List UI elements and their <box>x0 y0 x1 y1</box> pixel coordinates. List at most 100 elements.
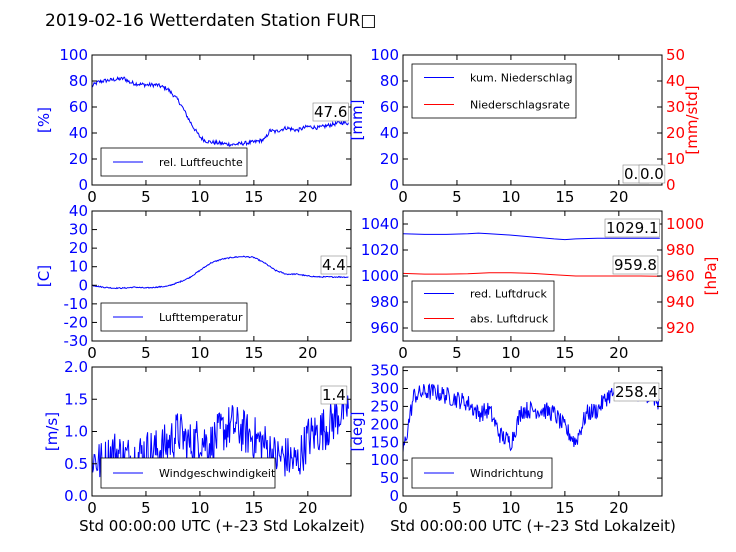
x-tick-label: 5 <box>141 188 151 206</box>
y-axis-label-right: [hPa] <box>702 257 720 296</box>
last-value-label-box <box>604 218 660 238</box>
x-tick-label: 20 <box>609 499 628 517</box>
x-axis-label-left: Std 00:00:00 UTC (+-23 Std Lokalzeit) <box>79 517 365 535</box>
y-tick-label-right: 30 <box>666 98 685 116</box>
y-tick-label: 250 <box>370 397 399 415</box>
y-tick-label: 350 <box>370 362 399 380</box>
y-tick-label-right: 980 <box>666 241 695 259</box>
y-tick-label: 1000 <box>361 267 399 285</box>
chart-panel-6: 0 5 10 15 20050100150200250300350[deg]Windri… <box>348 362 663 517</box>
page-title: 2019-02-16 Wetterdaten Station FUR□ <box>45 11 376 31</box>
x-tick-label: 10 <box>190 188 209 206</box>
x-tick-label: 10 <box>501 344 520 362</box>
x-tick-label: 0 <box>87 344 97 362</box>
y-tick-label: 0 <box>78 276 88 294</box>
y-tick-label: 40 <box>69 124 88 142</box>
y-tick-label-right: 940 <box>666 293 695 311</box>
x-tick-label: 15 <box>244 344 263 362</box>
series-line-5-1 <box>91 386 349 483</box>
y-tick-label-right: 50 <box>666 46 685 64</box>
chart-panel-2: 0 5 10 15 20 0 20 40 60 80 100 0 10 20 30 40 50 [mm] [mm/s… <box>348 46 701 206</box>
x-tick-label: 15 <box>555 499 574 517</box>
x-tick-label: 10 <box>190 344 209 362</box>
last-value-label: 258.4 <box>615 383 658 401</box>
y-tick-label: 40 <box>380 124 399 142</box>
x-tick-label: 10 <box>501 188 520 206</box>
y-tick-label: -10 <box>64 295 89 313</box>
y-tick-label: 100 <box>370 46 399 64</box>
x-tick-label: 0 <box>87 188 97 206</box>
x-axis-label-right: Std 00:00:00 UTC (+-23 Std Lokalzeit) <box>390 517 676 535</box>
x-tick-label: 10 <box>190 499 209 517</box>
y-tick-label: 0 <box>389 487 399 505</box>
legend-entry: rel. Luftfeuchte <box>159 156 243 169</box>
chart-panel-4: 0 5 10 15 20 960 980 1000 1020 1040 920 940 960 980 10… <box>361 210 720 362</box>
x-tick-label: 0 <box>398 188 408 206</box>
y-tick-label: 50 <box>380 469 399 487</box>
chart-panel-5: 0 5 10 15 20 0.0 0.5 1.0 1.5 2.0 [m/s] Windgeschwin… <box>43 358 352 517</box>
last-value-label-2: 959.8 <box>614 256 657 274</box>
y-tick-label: 80 <box>380 72 399 90</box>
y-tick-label: 960 <box>370 319 399 337</box>
y-tick-label-right: 920 <box>666 319 695 337</box>
y-tick-label: 200 <box>370 415 399 433</box>
plot-frame <box>91 54 352 186</box>
x-tick-label: 15 <box>244 499 263 517</box>
x-tick-label: 20 <box>609 344 628 362</box>
last-value-label-2-box <box>638 164 666 184</box>
legend-box <box>411 280 555 332</box>
last-value-label-2: 0.0 <box>640 165 664 183</box>
last-value-label-box <box>312 102 349 122</box>
y-tick-label-right: 10 <box>666 150 685 168</box>
legend-entry: Lufttemperatur <box>159 311 243 324</box>
chart-panel-3: 0 5 10 15 20-30-20-10010203040[C]Lufttempera… <box>35 202 352 362</box>
legend-entry: kum. Niederschlag <box>470 72 573 85</box>
x-tick-label: 5 <box>452 188 462 206</box>
y-tick-label: 1.0 <box>64 423 88 441</box>
last-value-label-box <box>320 385 348 405</box>
series-line-3-1 <box>92 255 349 290</box>
y-tick-label-right: 1000 <box>666 215 704 233</box>
legend-entry: abs. Luftdruck <box>470 313 549 326</box>
last-value-label: 4.4 <box>322 256 346 274</box>
legend-entry: red. Luftdruck <box>470 288 547 301</box>
y-tick-label: 1040 <box>361 215 399 233</box>
y-tick-label: 1.5 <box>64 390 88 408</box>
y-tick-label: 20 <box>380 150 399 168</box>
x-tick-label: 20 <box>298 188 317 206</box>
legend-box <box>100 457 276 489</box>
y-tick-label: 60 <box>380 98 399 116</box>
x-tick-label: 5 <box>452 344 462 362</box>
y-tick-label: 0 <box>389 176 399 194</box>
x-tick-label: 5 <box>141 499 151 517</box>
y-tick-label: 0.5 <box>64 455 88 473</box>
x-tick-label: 15 <box>244 188 263 206</box>
y-tick-label: 1020 <box>361 241 399 259</box>
y-tick-label: 0.0 <box>64 487 88 505</box>
x-tick-label: 5 <box>452 499 462 517</box>
plot-frame <box>91 210 352 342</box>
x-tick-label: 0 <box>398 344 408 362</box>
x-tick-label: 20 <box>298 344 317 362</box>
last-value-label-box <box>320 255 348 275</box>
legend-entry: Windgeschwindigkeit <box>159 467 276 480</box>
y-tick-label: 20 <box>69 150 88 168</box>
x-tick-label: 15 <box>555 344 574 362</box>
series-line-4-2 <box>402 272 660 277</box>
series-line-1-1 <box>91 76 349 147</box>
y-axis-label: [mm] <box>348 100 366 141</box>
y-axis-label: [m/s] <box>43 412 61 451</box>
plot-frame <box>402 366 663 497</box>
y-tick-label: 150 <box>370 433 399 451</box>
y-tick-label: -20 <box>64 313 89 331</box>
x-tick-label: 20 <box>298 499 317 517</box>
y-tick-label-right: 960 <box>666 267 695 285</box>
legend-entry: Niederschlagsrate <box>470 99 570 112</box>
last-value-label-box <box>613 382 660 402</box>
last-value-label: 1.4 <box>322 386 346 404</box>
last-value-label-2-box <box>612 255 659 275</box>
last-value-label: 1029.1 <box>606 219 659 237</box>
x-tick-label: 20 <box>609 188 628 206</box>
